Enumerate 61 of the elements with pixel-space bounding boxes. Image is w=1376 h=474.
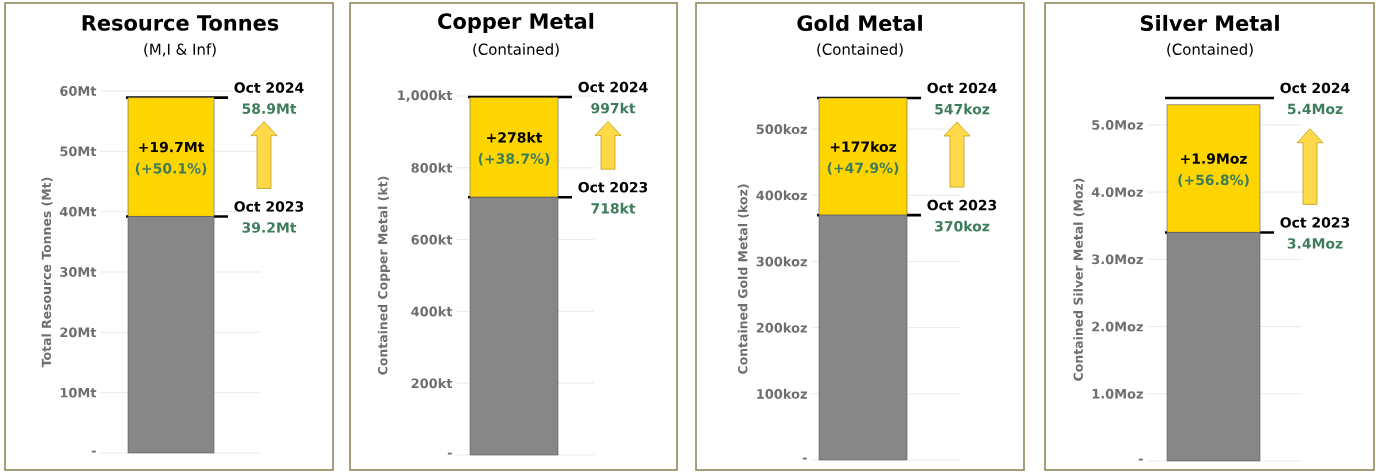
chart-title: Gold Metal xyxy=(797,14,922,32)
ref-line-label: Oct 2023 xyxy=(927,199,997,211)
annotation: (+47.9%) xyxy=(827,162,899,175)
y-tick-label: 1,000kt xyxy=(398,90,453,102)
y-tick-label: 500koz xyxy=(756,124,807,135)
y-tick-label: 40Mt xyxy=(59,206,97,217)
text: 997kt xyxy=(591,102,636,114)
chart-title: Copper Metal xyxy=(438,12,594,34)
annotation: 547koz xyxy=(935,103,990,115)
y-tick-label: - xyxy=(802,457,807,460)
annotation: 3.4Moz xyxy=(1287,238,1343,249)
chart-subtitle: (Contained) xyxy=(1167,43,1253,57)
ref-line-label: Oct 2024 xyxy=(927,82,997,94)
y-tick-label: 400kt xyxy=(411,306,453,317)
ref-line-label: Oct 2024 xyxy=(1280,82,1350,94)
y-tick-label: 200koz xyxy=(756,322,807,333)
annotation: 39.2Mt xyxy=(242,222,297,233)
y-tick-label: 60Mt xyxy=(60,86,97,96)
y-tick-label: 100koz xyxy=(757,388,807,399)
ref-line-label: Oct 2023 xyxy=(1280,217,1350,228)
y-tick-label: - xyxy=(1138,458,1143,461)
y-tick-label: 300koz xyxy=(756,256,807,267)
annotation: 58.9Mt xyxy=(242,103,297,114)
chart-title: Silver Metal xyxy=(1140,14,1279,32)
y-axis-title: Contained Silver Metal (Moz) xyxy=(1073,178,1085,381)
y-tick-label: 3.0Moz xyxy=(1092,254,1143,265)
y-tick-label: 800kt xyxy=(411,162,453,173)
chart-subtitle: (Contained) xyxy=(817,43,903,57)
data-label: +1.9Moz xyxy=(1181,153,1247,164)
y-tick-label: 10Mt xyxy=(60,387,97,398)
data-label: +278kt xyxy=(487,131,543,143)
y-tick-label: 4.0Moz xyxy=(1091,187,1143,197)
y-tick-label: 400koz xyxy=(756,190,807,201)
annotation: (+50.1%) xyxy=(135,162,207,176)
y-tick-label: - xyxy=(447,452,452,455)
ref-line-label: Oct 2024 xyxy=(234,82,304,93)
y-axis-title: Contained Copper Metal (kt) xyxy=(377,176,390,375)
text: 718kt xyxy=(591,202,636,214)
y-axis-title: Contained Gold Metal (koz) xyxy=(737,184,749,374)
annotation: 5.4Moz xyxy=(1287,103,1343,115)
annotation: (+38.7%) xyxy=(478,153,550,166)
y-axis-title: Total Resource Tonnes (Mt) xyxy=(41,177,53,368)
y-tick-label: - xyxy=(91,450,96,453)
y-tick-label: 50Mt xyxy=(60,146,97,157)
ref-line-label: Oct 2023 xyxy=(578,181,648,193)
y-tick-label: 5.0Moz xyxy=(1092,119,1143,130)
data-label: +19.7Mt xyxy=(139,141,205,153)
y-tick-label: 1.0Moz xyxy=(1092,388,1143,399)
ref-line-label: Oct 2024 xyxy=(578,81,648,93)
ref-line-label: Oct 2023 xyxy=(234,201,304,212)
annotation: (+56.8%) xyxy=(1178,174,1249,187)
chart-subtitle: (M,I & Inf) xyxy=(144,43,216,57)
chart-title: Resource Tonnes xyxy=(82,15,279,31)
y-tick-label: 200kt xyxy=(411,378,453,389)
y-tick-label: 30Mt xyxy=(60,267,97,277)
y-tick-label: 600kt xyxy=(411,234,453,245)
chart-subtitle: (Contained) xyxy=(473,43,559,57)
y-tick-label: 20Mt xyxy=(60,327,97,338)
y-tick-label: 2.0Moz xyxy=(1092,321,1143,332)
data-label: +177koz xyxy=(830,141,897,152)
annotation: 370koz xyxy=(935,220,990,232)
